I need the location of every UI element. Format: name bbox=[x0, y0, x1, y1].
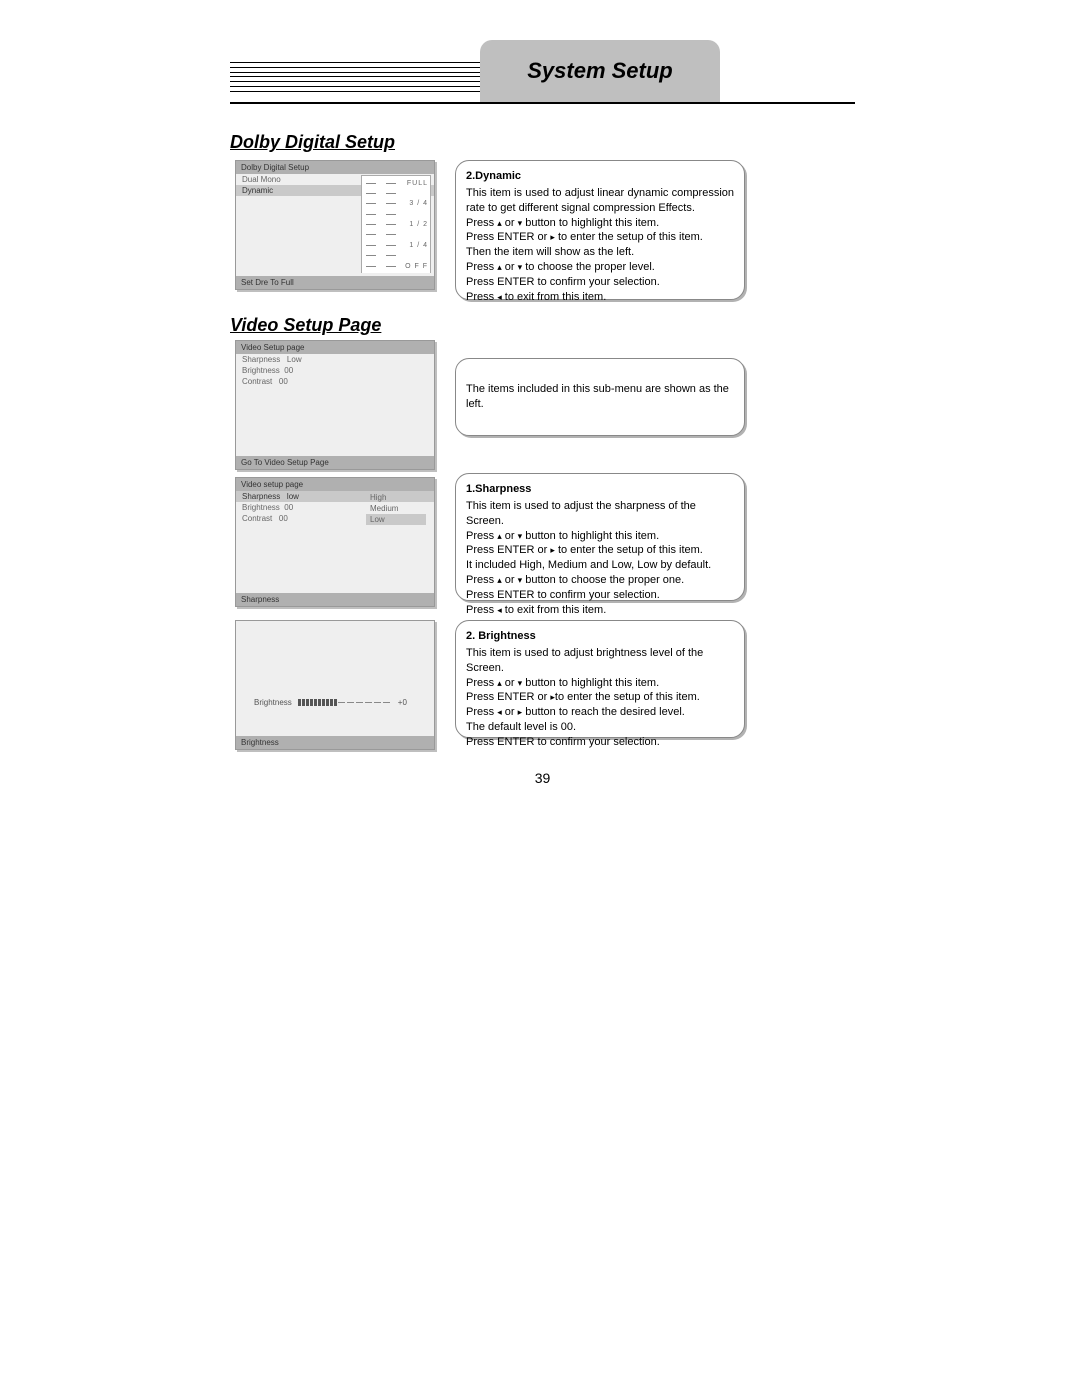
scale-label: 1 / 4 bbox=[400, 242, 430, 249]
dolby-header-bar: Dolby Digital Setup bbox=[236, 161, 434, 174]
dynamic-title: 2.Dynamic bbox=[466, 169, 734, 184]
brightness-line: The default level is 00. bbox=[466, 720, 734, 735]
dolby-scale: FULL 3 / 4 1 / 2 1 / 4 O F F bbox=[361, 175, 431, 273]
video1-row: Contrast 00 bbox=[236, 376, 434, 387]
sharpness-description-box: 1.Sharpness This item is used to adjust … bbox=[455, 473, 745, 601]
sharpness-line: Press ◂ to exit from this item. bbox=[466, 603, 734, 618]
section-title-video: Video Setup Page bbox=[230, 315, 381, 336]
brightness-title: 2. Brightness bbox=[466, 629, 734, 644]
sharpness-options: High Medium Low bbox=[366, 492, 426, 525]
sharpness-line: Press ▴ or ▾ button to choose the proper… bbox=[466, 573, 734, 588]
sharpness-line: This item is used to adjust the sharpnes… bbox=[466, 499, 734, 529]
dolby-screenshot: Dolby Digital Setup Dual Mono Dynamic FU… bbox=[235, 160, 435, 290]
video3-footer: Brightness bbox=[236, 736, 434, 749]
dynamic-line: Press ▴ or ▾ button to highlight this it… bbox=[466, 216, 734, 231]
scale-label: 3 / 4 bbox=[400, 200, 430, 207]
brightness-description-box: 2. Brightness This item is used to adjus… bbox=[455, 620, 745, 738]
video-screenshot-2: Video setup page Sharpness low Brightnes… bbox=[235, 477, 435, 607]
video1-row: Brightness 00 bbox=[236, 365, 434, 376]
sharpness-line: Press ENTER or ▸ to enter the setup of t… bbox=[466, 543, 734, 558]
brightness-line: Press ▴ or ▾ button to highlight this it… bbox=[466, 676, 734, 691]
video2-footer: Sharpness bbox=[236, 593, 434, 606]
dynamic-line: Press ▴ or ▾ to choose the proper level. bbox=[466, 260, 734, 275]
video-screenshot-3: Brightness +0 Brightness bbox=[235, 620, 435, 750]
sharpness-line: It included High, Medium and Low, Low by… bbox=[466, 558, 734, 573]
sharpness-option-selected: Low bbox=[366, 514, 426, 525]
dynamic-line: Press ENTER or ▸ to enter the setup of t… bbox=[466, 230, 734, 245]
video1-footer: Go To Video Setup Page bbox=[236, 456, 434, 469]
scale-label: FULL bbox=[400, 180, 430, 187]
video-intro-text: The items included in this sub-menu are … bbox=[466, 382, 734, 412]
scale-label: 1 / 2 bbox=[400, 221, 430, 228]
brightness-slider bbox=[298, 699, 392, 706]
dolby-footer: Set Dre To Full bbox=[236, 276, 434, 289]
video2-header: Video setup page bbox=[236, 478, 434, 491]
sharpness-title: 1.Sharpness bbox=[466, 482, 734, 497]
brightness-line: Press ENTER to confirm your selection. bbox=[466, 735, 734, 750]
section-title-dolby: Dolby Digital Setup bbox=[230, 132, 395, 153]
video-intro-box: The items included in this sub-menu are … bbox=[455, 358, 745, 436]
dynamic-line: Press ENTER to confirm your selection. bbox=[466, 275, 734, 290]
sharpness-option: Medium bbox=[366, 503, 426, 514]
brightness-slider-row: Brightness +0 bbox=[254, 698, 407, 707]
dynamic-line: Press ◂ to exit from this item. bbox=[466, 290, 734, 305]
header-ruled-lines bbox=[230, 62, 480, 92]
brightness-line: This item is used to adjust brightness l… bbox=[466, 646, 734, 676]
header-title: System Setup bbox=[527, 58, 673, 84]
video1-row: Sharpness Low bbox=[236, 354, 434, 365]
sharpness-line: Press ▴ or ▾ button to highlight this it… bbox=[466, 529, 734, 544]
brightness-label: Brightness bbox=[254, 698, 292, 707]
dynamic-line: Then the item will show as the left. bbox=[466, 245, 734, 260]
video1-header: Video Setup page bbox=[236, 341, 434, 354]
brightness-value: +0 bbox=[398, 698, 407, 707]
sharpness-line: Press ENTER to confirm your selection. bbox=[466, 588, 734, 603]
video-screenshot-1: Video Setup page Sharpness Low Brightnes… bbox=[235, 340, 435, 470]
brightness-line: Press ◂ or ▸ button to reach the desired… bbox=[466, 705, 734, 720]
scale-label: O F F bbox=[400, 263, 430, 270]
page-number: 39 bbox=[230, 770, 855, 786]
header-tab: System Setup bbox=[480, 40, 720, 102]
dynamic-line: This item is used to adjust linear dynam… bbox=[466, 186, 734, 216]
dynamic-description-box: 2.Dynamic This item is used to adjust li… bbox=[455, 160, 745, 300]
sharpness-option: High bbox=[366, 492, 426, 503]
brightness-line: Press ENTER or ▸to enter the setup of th… bbox=[466, 690, 734, 705]
header-underline bbox=[230, 102, 855, 104]
